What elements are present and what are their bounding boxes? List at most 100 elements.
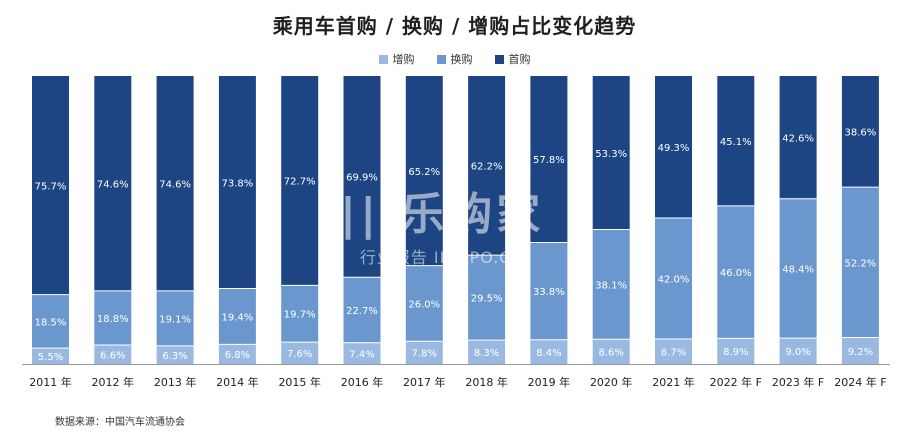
data-label: 7.8% (412, 349, 437, 360)
data-label: 5.5% (38, 352, 63, 363)
x-tick-label: 2022 年 F (710, 375, 762, 389)
bar-segment-shougou (655, 76, 692, 218)
bar-segment-zenggou (717, 338, 755, 364)
data-label: 46.0% (720, 268, 752, 279)
data-label: 8.7% (661, 347, 686, 358)
bar-segment-shougou (530, 76, 568, 243)
bar-segment-zenggou (405, 341, 443, 364)
bar-segment-zenggou (468, 340, 506, 364)
bar-segment-huangou (841, 187, 879, 338)
x-tick-label: 2019 年 (528, 375, 571, 389)
legend-item-zenggou: 增购 (378, 51, 415, 67)
data-label: 69.9% (346, 173, 378, 184)
data-label: 42.6% (782, 133, 814, 144)
data-label: 73.8% (222, 178, 254, 189)
x-tick-label: 2020 年 (590, 375, 633, 389)
legend-swatch-shougou (494, 54, 504, 64)
data-label: 75.7% (35, 181, 67, 192)
data-label: 26.0% (408, 299, 440, 310)
data-label: 6.6% (100, 350, 125, 361)
data-label: 8.6% (598, 348, 623, 359)
bar-segment-zenggou (779, 338, 817, 364)
data-label: 53.3% (595, 149, 627, 160)
bar-segment-huangou (281, 285, 319, 343)
bar-segment-shougou (468, 76, 506, 256)
data-label: 65.2% (408, 167, 440, 178)
bar-segment-huangou (655, 217, 692, 339)
bar-segment-shougou (592, 76, 630, 230)
legend-swatch-huangou (436, 54, 446, 64)
bar-segment-zenggou (841, 337, 879, 364)
data-label: 8.3% (474, 348, 499, 359)
x-tick-label: 2023 年 F (772, 375, 824, 389)
bar-segment-huangou (405, 265, 443, 342)
x-tick-label: 2021 年 (652, 375, 695, 389)
bar-segment-shougou (717, 76, 755, 206)
legend-item-huangou: 换购 (436, 51, 473, 67)
bar-segment-huangou (592, 229, 630, 340)
data-label: 22.7% (346, 306, 378, 317)
bar-segment-shougou (156, 76, 194, 291)
data-label: 52.2% (845, 258, 877, 269)
legend-swatch-zenggou (378, 54, 388, 64)
bar-segment-huangou (779, 198, 817, 339)
data-label: 19.7% (284, 310, 316, 321)
data-label: 7.4% (349, 349, 374, 360)
data-label: 9.2% (848, 347, 873, 358)
data-label: 6.3% (162, 351, 187, 362)
data-label: 57.8% (533, 155, 565, 166)
data-label: 74.6% (97, 179, 129, 190)
bar-segment-huangou (156, 290, 194, 346)
x-tick-label: 2012 年 (92, 375, 135, 389)
legend-item-shougou: 首购 (494, 51, 531, 67)
bar-segment-shougou (32, 76, 69, 295)
bar-segment-shougou (218, 76, 256, 289)
data-label: 18.5% (35, 317, 67, 328)
data-label: 6.8% (225, 350, 250, 361)
bar-segment-shougou (841, 76, 879, 188)
bar-segment-zenggou (156, 345, 194, 364)
bar-segment-zenggou (592, 339, 630, 364)
x-tick-label: 2011 年 (29, 375, 72, 389)
x-tick-label: 2018 年 (465, 375, 508, 389)
bar-segment-shougou (405, 76, 443, 266)
x-tick-label: 2017 年 (403, 375, 446, 389)
bar-segment-zenggou (32, 348, 69, 364)
data-label: 18.8% (97, 314, 129, 325)
data-label: 62.2% (471, 162, 503, 173)
data-label: 8.9% (723, 347, 748, 358)
data-label: 74.6% (159, 179, 191, 190)
data-label: 48.4% (782, 264, 814, 275)
data-label: 38.6% (845, 128, 877, 139)
data-label: 8.4% (536, 348, 561, 359)
bar-segment-zenggou (343, 342, 381, 364)
bar-segment-shougou (94, 76, 132, 291)
data-label: 72.7% (284, 177, 316, 188)
x-tick-label: 2015 年 (278, 375, 321, 389)
bar-segment-huangou (717, 205, 755, 339)
bar-segment-huangou (218, 288, 256, 345)
bar-segment-huangou (468, 255, 506, 341)
bar-segment-shougou (281, 76, 319, 286)
data-label: 19.1% (159, 314, 191, 325)
chart-title: 乘用车首购 / 换购 / 增购占比变化趋势 (272, 14, 637, 38)
bar-segment-huangou (94, 290, 132, 345)
x-tick-label: 2014 年 (216, 375, 259, 389)
legend: 增购 换购 首购 (0, 51, 909, 67)
bar-segment-shougou (343, 76, 381, 278)
bar-segment-zenggou (530, 339, 568, 364)
data-label: 45.1% (720, 137, 752, 148)
source-note: 数据来源：中国汽车流通协会 (55, 417, 185, 428)
bar-segment-huangou (32, 294, 69, 349)
bar-segment-zenggou (281, 342, 319, 364)
x-tick-label: 2013 年 (154, 375, 197, 389)
bar-segment-zenggou (655, 338, 692, 364)
bar-segment-huangou (343, 277, 381, 343)
data-label: 38.1% (595, 280, 627, 291)
data-label: 9.0% (785, 347, 810, 358)
bar-segment-zenggou (218, 344, 256, 364)
data-label: 42.0% (658, 274, 690, 285)
data-label: 19.4% (222, 312, 254, 323)
data-label: 29.5% (471, 294, 503, 305)
